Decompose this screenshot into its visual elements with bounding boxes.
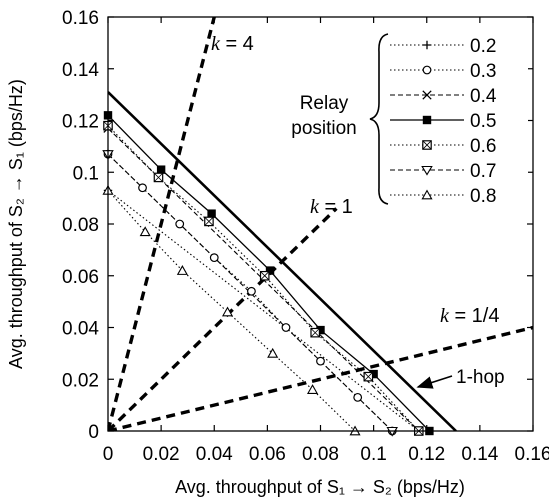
series-point-0-3 (175, 219, 185, 229)
y-tick-label: 0.06 (62, 267, 99, 288)
series-point-0-6-cross (363, 372, 373, 382)
series-point-0-8 (267, 347, 279, 358)
series-point-0-5 (265, 266, 275, 275)
series-point-0-3 (138, 183, 147, 193)
legend-marker-0-7 (421, 165, 433, 176)
legend-label-0-3: 0.3 (470, 61, 496, 82)
legend-brace (369, 33, 389, 205)
series-point-0-6-cross (310, 328, 320, 338)
series-point-0-5 (369, 369, 378, 379)
y-tick-label: 0.16 (62, 8, 99, 29)
legend-marker-0-4 (422, 90, 432, 100)
series-point-0-8 (139, 226, 151, 237)
series-point-0-3 (247, 286, 256, 296)
x-tick-label: 0.04 (196, 444, 233, 465)
series-point-0-5 (207, 209, 216, 218)
x-tick-label: 0 (103, 444, 114, 465)
legend-title-line2: position (291, 118, 357, 139)
x-tick-label: 0.16 (515, 444, 549, 465)
x-tick-label: 0.1 (360, 444, 386, 465)
series-point-0-6-cross (204, 216, 214, 226)
y-tick-label: 0.04 (62, 319, 99, 340)
y-ticks: 0 0.02 0.04 0.06 0.08 0.1 0.12 0.14 0.16 (62, 8, 533, 443)
legend-marker-0-5 (422, 115, 432, 125)
ref-line-k-4 (108, 17, 216, 431)
x-tick-label: 0.02 (143, 444, 180, 465)
series-point-0-3 (353, 392, 363, 402)
annotations: k = 4 k = 1 k = 1/4 1-hop (211, 33, 505, 389)
legend-title-line1: Relay (300, 93, 349, 114)
x-ticks: 0 0.02 0.04 0.06 0.08 0.1 0.12 0.14 0.16 (103, 17, 549, 465)
legend-label-0-6: 0.6 (470, 136, 496, 157)
series-point-0-3 (209, 253, 219, 263)
legend-label-0-2: 0.2 (470, 36, 496, 57)
y-tick-label: 0 (88, 422, 99, 443)
legend-label-0-5: 0.5 (470, 111, 496, 132)
x-tick-label: 0.12 (408, 444, 445, 465)
series-point-0-3 (316, 356, 325, 366)
ref-line-k-1-4 (108, 325, 533, 431)
x-tick-label: 0.14 (461, 444, 498, 465)
series-point-0-8 (221, 306, 234, 317)
legend-label-0-7: 0.7 (470, 161, 496, 182)
annotation-1-hop: 1-hop (456, 367, 505, 388)
one-hop-arrow (416, 375, 453, 389)
series-point-0-6-cross (153, 172, 163, 182)
x-tick-label: 0.06 (249, 444, 286, 465)
series-line-0-2 (108, 189, 420, 431)
y-tick-label: 0.1 (73, 163, 99, 184)
annotation-k-1-4: k = 1/4 (440, 305, 500, 327)
series-point-0-8 (306, 384, 319, 394)
series-point-0-8 (176, 265, 188, 275)
legend-marker-0-8 (421, 189, 433, 200)
legend-entries: 0.2 0.3 0.4 0.5 0.6 0.7 0.8 (390, 36, 497, 207)
y-tick-label: 0.12 (62, 112, 99, 133)
legend-label-0-8: 0.8 (470, 186, 496, 207)
series-point-0-5 (316, 325, 325, 335)
y-axis-label: Avg. throughput of S₂ → S₁ (bps/Hz) (6, 79, 26, 369)
annotation-k-1: k = 1 (310, 196, 353, 218)
x-axis-label: Avg. throughput of S₁ → S₂ (bps/Hz) (175, 477, 465, 497)
legend-marker-0-6-cross (422, 140, 432, 150)
x-tick-label: 0.08 (302, 444, 339, 465)
series-point-0-5 (156, 165, 166, 174)
series-point-0-6-cross (260, 271, 270, 281)
legend-label-0-4: 0.4 (470, 86, 497, 107)
ref-line-k-1 (108, 207, 338, 431)
reference-lines (108, 17, 533, 431)
y-tick-label: 0.08 (62, 215, 99, 236)
legend: Relay position 0.2 0.3 0.4 0.5 0.6 0.7 0.8 (291, 30, 528, 210)
legend-marker-0-3 (422, 65, 432, 75)
y-tick-label: 0.02 (62, 370, 99, 391)
annotation-k-4: k = 4 (211, 33, 254, 55)
y-tick-label: 0.14 (62, 60, 99, 81)
series-line-0-7 (108, 153, 393, 431)
legend-marker-0-2 (422, 40, 432, 50)
series-point-0-3 (281, 323, 291, 332)
